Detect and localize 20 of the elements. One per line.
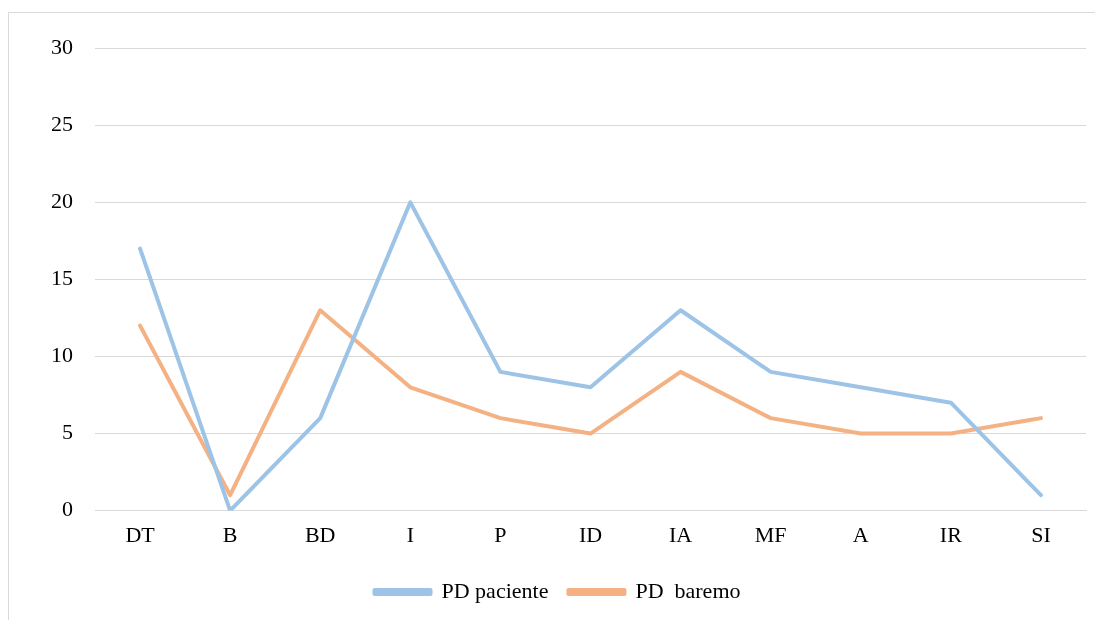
- x-tick-label: ID: [578, 521, 603, 547]
- x-tick-label: B: [222, 521, 238, 547]
- x-tick-label: P: [494, 521, 507, 547]
- x-tick-label: I: [406, 521, 414, 547]
- x-tick-label: IR: [939, 521, 963, 547]
- y-tick-label: 25: [51, 111, 73, 137]
- y-tick-label: 0: [62, 496, 73, 522]
- legend-label: PD baremo: [635, 577, 741, 603]
- legend-label: PD paciente: [441, 577, 549, 603]
- x-tick-label: BD: [304, 521, 336, 547]
- x-tick-label: DT: [125, 521, 156, 547]
- y-tick-label: 30: [51, 33, 73, 59]
- x-tick-label: A: [852, 521, 869, 547]
- y-tick-label: 5: [62, 419, 73, 445]
- x-tick-label: MF: [754, 521, 787, 547]
- x-tick-label: IA: [668, 521, 693, 547]
- y-tick-label: 15: [51, 265, 73, 291]
- y-tick-label: 20: [51, 188, 73, 214]
- y-tick-label: 10: [51, 342, 73, 368]
- x-tick-label: SI: [1031, 521, 1051, 547]
